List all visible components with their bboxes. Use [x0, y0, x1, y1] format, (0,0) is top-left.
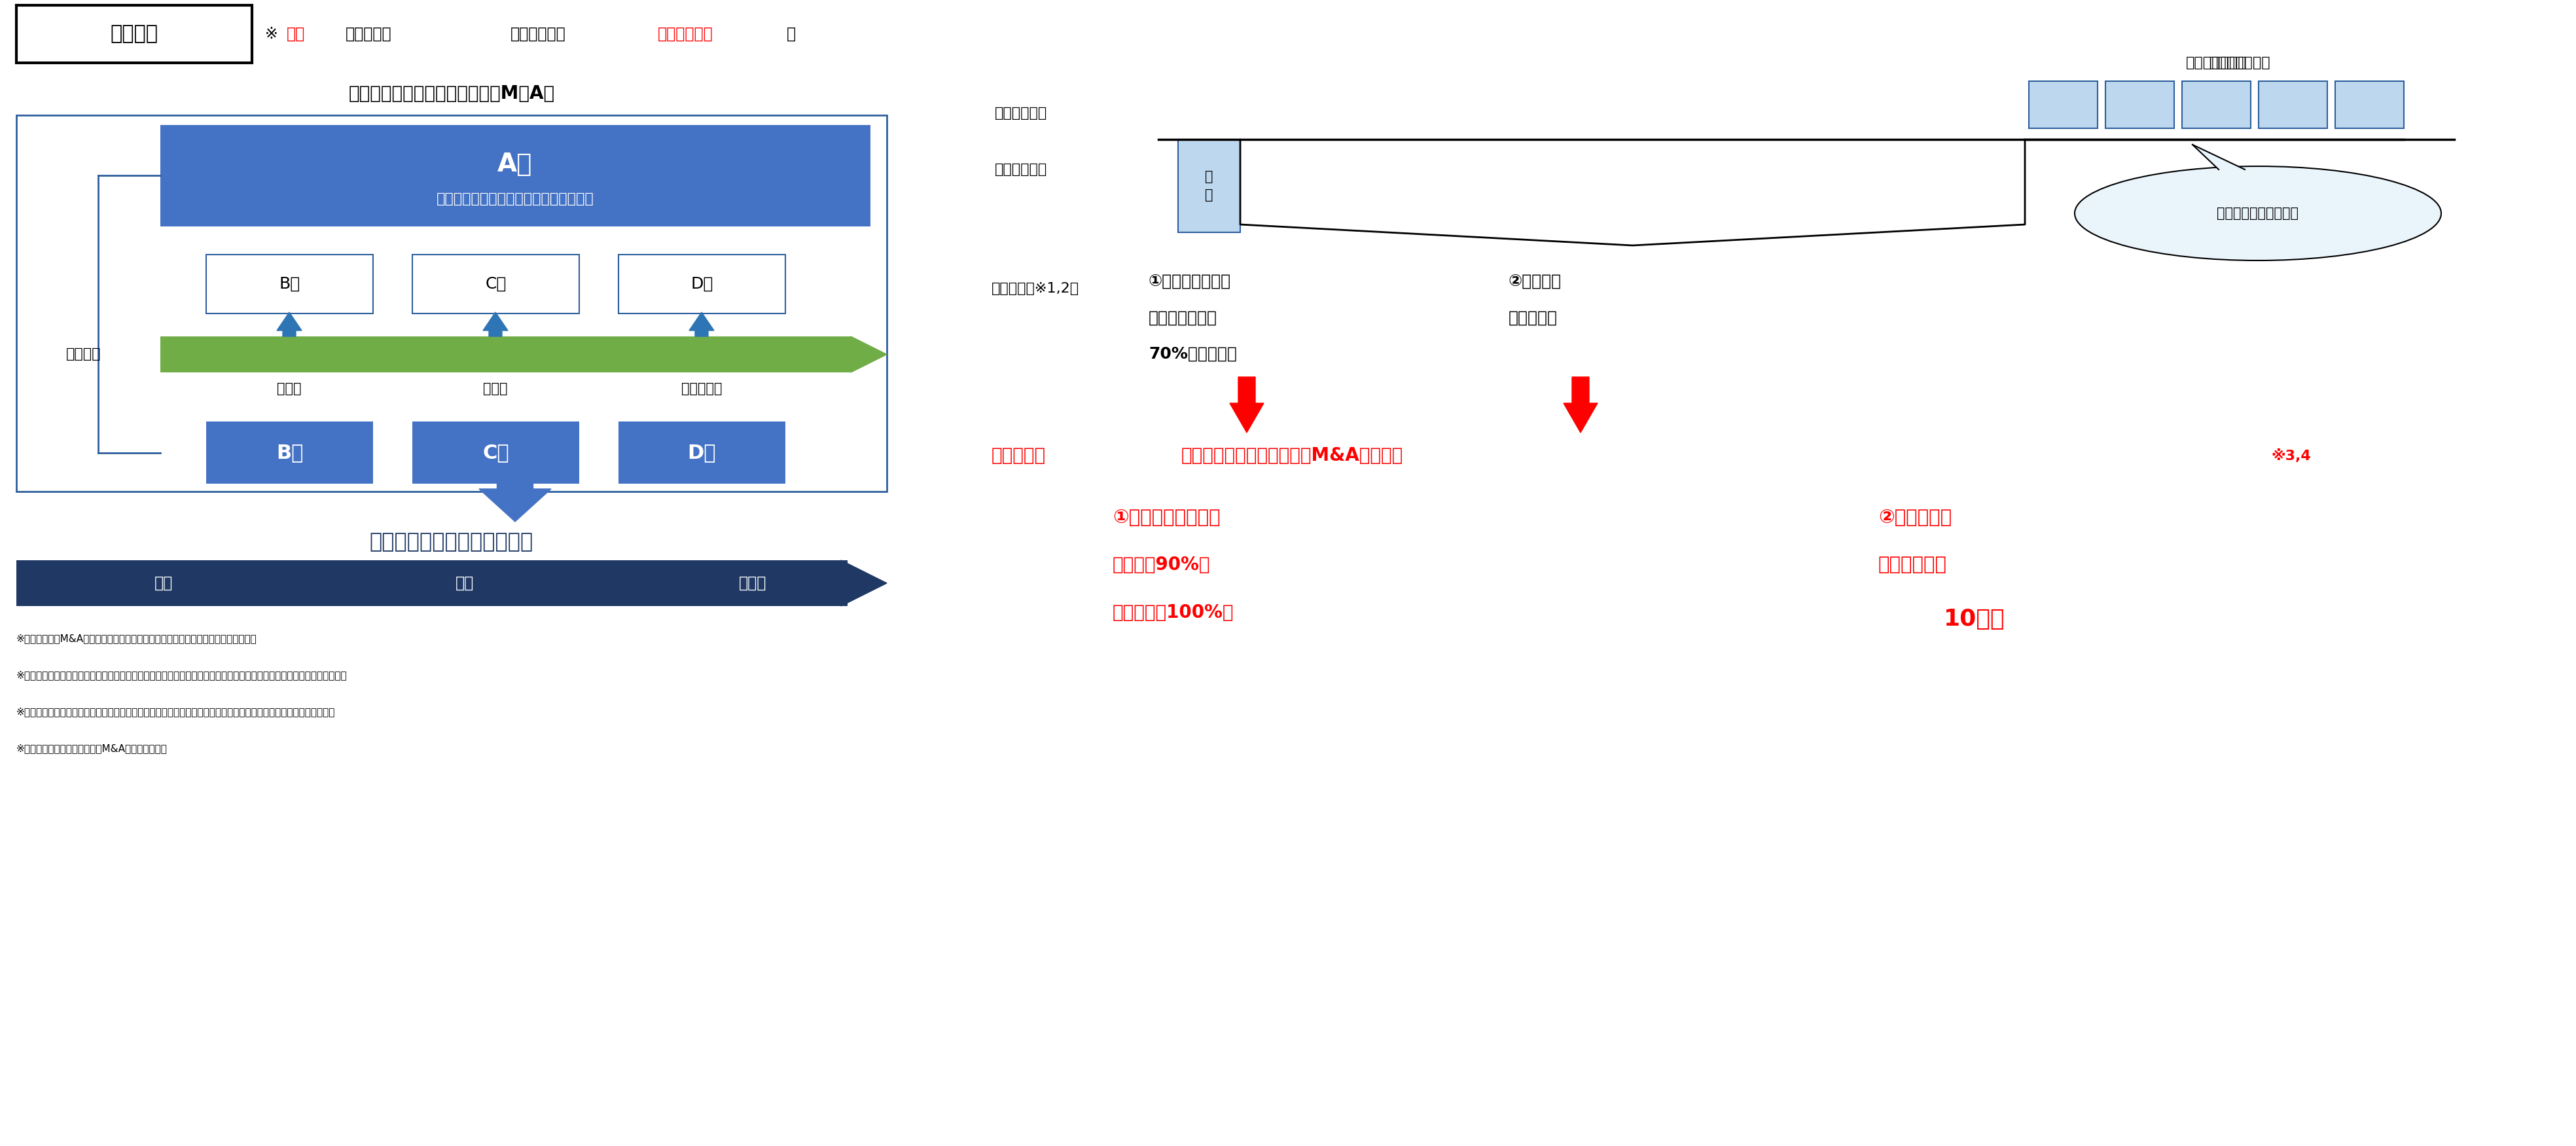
Text: 中小: 中小 [155, 575, 173, 591]
Text: C社: C社 [482, 444, 510, 462]
FancyBboxPatch shape [1177, 140, 1239, 233]
FancyBboxPatch shape [15, 560, 848, 606]
Text: ３回目．．: ３回目．． [680, 383, 721, 395]
FancyArrow shape [1229, 377, 1265, 432]
FancyBboxPatch shape [2182, 81, 2251, 128]
FancyArrow shape [840, 560, 886, 606]
FancyBboxPatch shape [2259, 81, 2326, 128]
Text: B社: B社 [276, 444, 304, 462]
Text: （２回目90%・: （２回目90%・ [1113, 556, 1211, 574]
Text: ※２　簿外債務が発覚した等により、減損処理を行った場合や、取得した株式を売却した場合等には、準備金を取り崩し。: ※２ 簿外債務が発覚した等により、減損処理を行った場合や、取得した株式を売却した… [15, 670, 348, 681]
Polygon shape [2192, 144, 2244, 170]
Text: ３回目以降100%）: ３回目以降100%） [1113, 604, 1234, 622]
FancyBboxPatch shape [15, 116, 886, 492]
Text: 10年間: 10年間 [1945, 609, 2004, 630]
FancyArrow shape [479, 484, 551, 521]
Text: A社: A社 [497, 151, 533, 176]
Text: 【適用期限：: 【適用期限： [510, 26, 567, 42]
Text: ※: ※ [265, 26, 278, 42]
Text: ①中小企業による: ①中小企業による [1149, 274, 1231, 290]
FancyArrow shape [484, 312, 507, 337]
Text: C株: C株 [484, 276, 507, 292]
Text: 中堅: 中堅 [456, 575, 474, 591]
Text: D株: D株 [690, 276, 714, 292]
Text: 株式取得価額の: 株式取得価額の [1149, 311, 1218, 325]
FancyBboxPatch shape [618, 254, 786, 314]
FancyBboxPatch shape [412, 254, 580, 314]
FancyBboxPatch shape [206, 254, 374, 314]
Text: 70%までを積立: 70%までを積立 [1149, 346, 1236, 362]
Text: ２回目: ２回目 [484, 383, 507, 395]
Text: 赤字: 赤字 [286, 26, 304, 42]
FancyBboxPatch shape [2336, 81, 2403, 128]
Text: ※１　認定からM&A実施までの期間を短縮できるよう、計画認定プロセスを見直し。: ※１ 認定からM&A実施までの期間を短縮できるよう、計画認定プロセスを見直し。 [15, 634, 258, 644]
Text: ５年間均等取崩: ５年間均等取崩 [2210, 56, 2269, 70]
Text: 中堅・中小企業の複数回M&Aを後押し: 中堅・中小企業の複数回M&Aを後押し [1182, 446, 1404, 464]
Text: 成長志向を有し、優れた経営を行う企業: 成長志向を有し、優れた経営を行う企業 [435, 193, 595, 205]
Text: 積
立: 積 立 [1206, 170, 1213, 202]
Text: が改正箇所: が改正箇所 [345, 26, 392, 42]
Text: ②据置期間: ②据置期間 [1510, 274, 1561, 290]
Text: ①積立率の上限拡大: ①積立率の上限拡大 [1113, 509, 1221, 527]
Text: ※3,4: ※3,4 [2272, 448, 2311, 462]
Text: B株: B株 [278, 276, 301, 292]
Text: ５年間均等取崩: ５年間均等取崩 [2184, 56, 2246, 70]
Text: ②据置期間の: ②据置期間の [1878, 509, 1953, 527]
FancyBboxPatch shape [412, 422, 580, 484]
Text: 据置期間後に取り崩し: 据置期間後に取り崩し [2218, 206, 2298, 220]
Text: D社: D社 [688, 444, 716, 462]
FancyBboxPatch shape [206, 422, 374, 484]
Text: ※３　産業競争力強化法において新設する認定を受けることが要件（拡充枠は過去５年以内にＭ＆Ａの実績が必要）。: ※３ 産業競争力強化法において新設する認定を受けることが要件（拡充枠は過去５年以… [15, 707, 335, 717]
Text: ※４　中堅企業は２回目以降のM&Aから活用可能。: ※４ 中堅企業は２回目以降のM&Aから活用可能。 [15, 744, 167, 754]
FancyBboxPatch shape [2030, 81, 2097, 128]
FancyBboxPatch shape [160, 125, 871, 227]
Text: 【現行制度※1,2】: 【現行制度※1,2】 [992, 282, 1079, 296]
FancyBboxPatch shape [618, 422, 786, 484]
FancyBboxPatch shape [15, 6, 252, 63]
Text: グループ一体での成長を実現: グループ一体での成長を実現 [371, 533, 533, 552]
FancyBboxPatch shape [160, 337, 850, 372]
Text: ＜グループ化に向けた複数回のM＆A＞: ＜グループ化に向けた複数回のM＆A＞ [348, 85, 554, 103]
Text: 改正概要: 改正概要 [111, 24, 157, 44]
Text: 】: 】 [786, 26, 796, 42]
FancyArrow shape [1564, 377, 1597, 432]
FancyBboxPatch shape [2105, 81, 2174, 128]
Text: 株式取得: 株式取得 [67, 347, 100, 361]
Text: １回目: １回目 [278, 383, 301, 395]
FancyArrow shape [276, 312, 301, 337]
Text: （５年間）: （５年間） [1510, 311, 1558, 325]
Text: 【拡充枠】: 【拡充枠】 [992, 446, 1046, 464]
Text: 【益金算入】: 【益金算入】 [994, 107, 1048, 120]
Ellipse shape [2074, 166, 2442, 260]
FancyArrow shape [850, 337, 886, 372]
Text: 令和８年度末: 令和８年度末 [657, 26, 714, 42]
Text: 【損金算入】: 【損金算入】 [994, 163, 1048, 176]
Text: 大企業: 大企業 [739, 575, 768, 591]
Text: 大幅な長期化: 大幅な長期化 [1878, 556, 1947, 574]
FancyArrow shape [690, 312, 714, 337]
